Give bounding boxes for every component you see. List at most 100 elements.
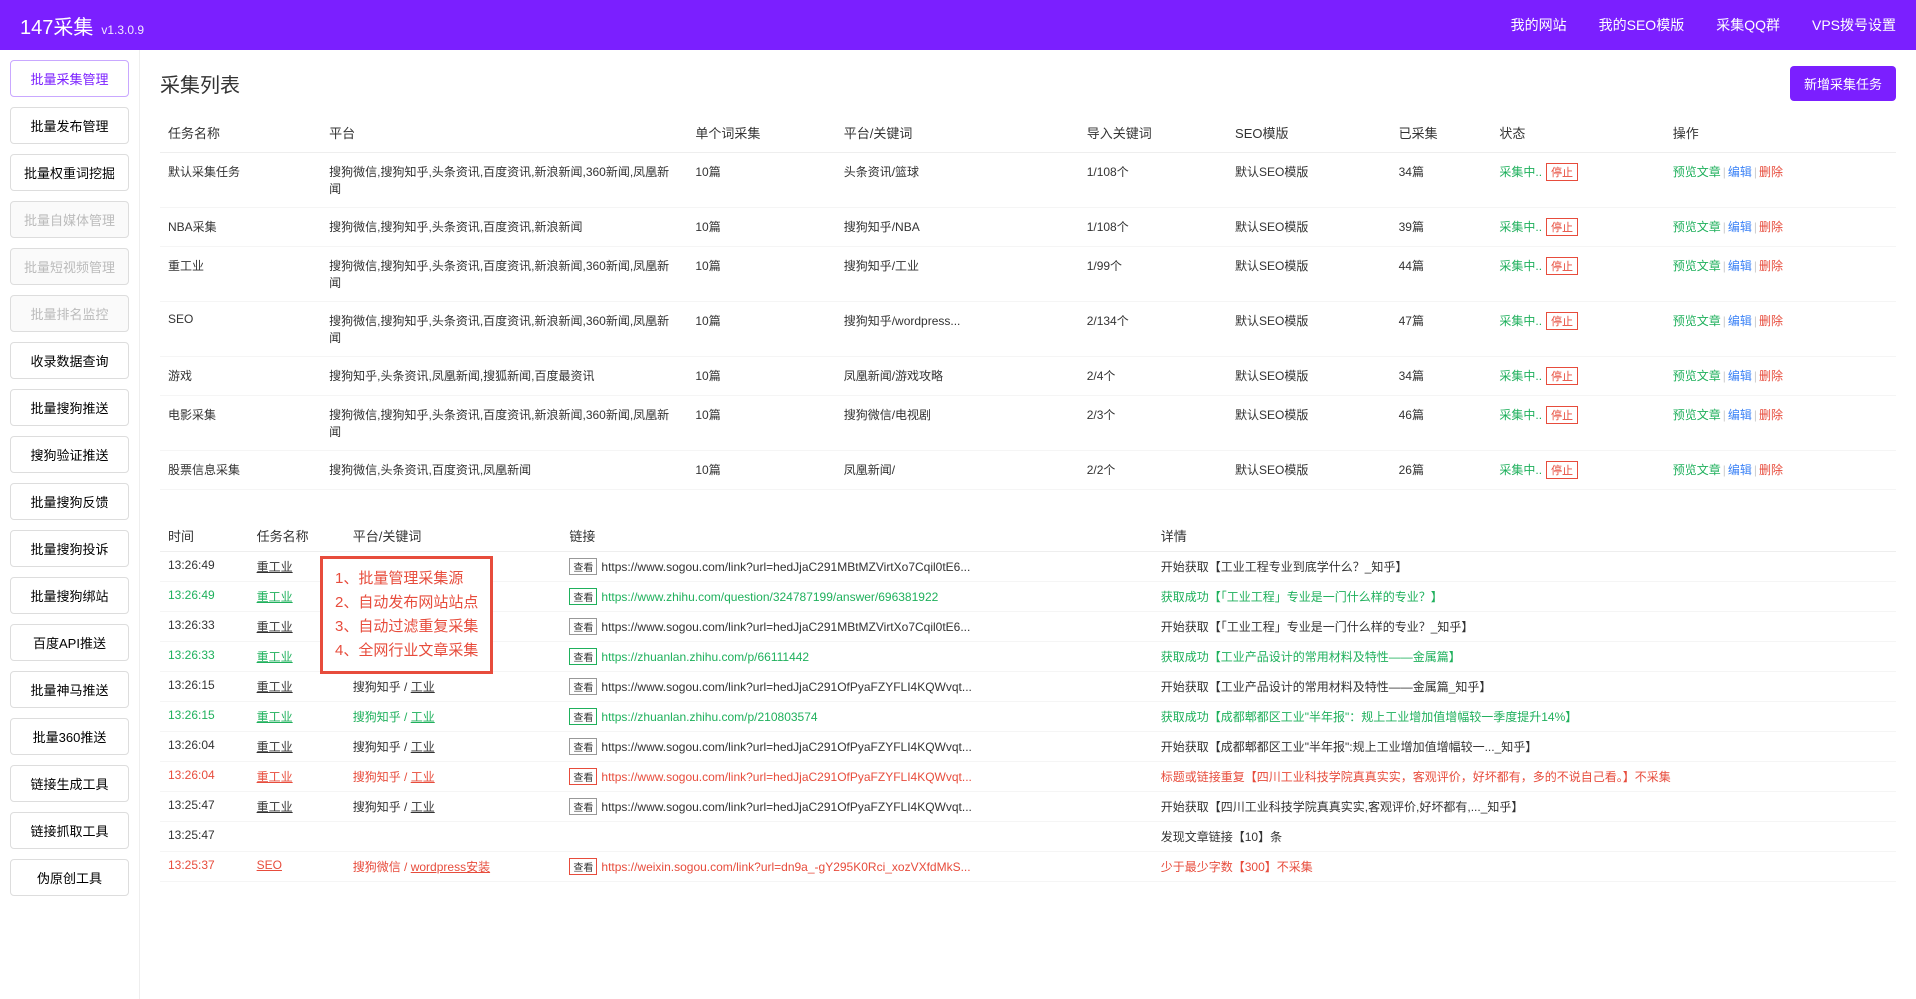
task-import: 2/4个 (1079, 357, 1227, 396)
log-row: 13:26:15重工业搜狗知乎 / 工业查看https://www.sogou.… (160, 672, 1896, 702)
delete-link[interactable]: 删除 (1759, 369, 1783, 383)
preview-link[interactable]: 预览文章 (1673, 408, 1721, 422)
sidebar-item-13[interactable]: 批量神马推送 (10, 671, 129, 708)
log-url[interactable]: https://weixin.sogou.com/link?url=dn9a_-… (601, 860, 970, 874)
log-time: 13:26:33 (160, 642, 249, 672)
log-col-header: 时间 (160, 520, 249, 552)
log-link: 查看 https://weixin.sogou.com/link?url=dn9a… (561, 852, 1152, 882)
task-import: 1/108个 (1079, 153, 1227, 208)
log-url[interactable]: https://www.sogou.com/link?url=hedJjaC29… (601, 740, 972, 754)
task-name: 默认采集任务 (160, 153, 321, 208)
task-platform: 搜狗微信,搜狗知乎,头条资讯,百度资讯,新浪新闻,360新闻,凤凰新闻 (321, 396, 687, 451)
task-status: 采集中..停止 (1491, 396, 1664, 451)
view-badge[interactable]: 查看 (569, 738, 597, 755)
view-badge[interactable]: 查看 (569, 768, 597, 785)
task-status: 采集中..停止 (1491, 208, 1664, 247)
preview-link[interactable]: 预览文章 (1673, 314, 1721, 328)
log-url[interactable]: https://www.sogou.com/link?url=hedJjaC29… (601, 620, 970, 634)
sidebar-item-15[interactable]: 链接生成工具 (10, 765, 129, 802)
stop-button[interactable]: 停止 (1546, 367, 1578, 385)
stop-button[interactable]: 停止 (1546, 312, 1578, 330)
annotation-overlay: 1、批量管理采集源2、自动发布网站站点3、自动过滤重复采集4、全网行业文章采集 (320, 556, 493, 674)
stop-button[interactable]: 停止 (1546, 461, 1578, 479)
preview-link[interactable]: 预览文章 (1673, 165, 1721, 179)
task-platform: 搜狗微信,搜狗知乎,头条资讯,百度资讯,新浪新闻 (321, 208, 687, 247)
view-badge[interactable]: 查看 (569, 558, 597, 575)
task-single: 10篇 (687, 153, 835, 208)
view-badge[interactable]: 查看 (569, 588, 597, 605)
edit-link[interactable]: 编辑 (1728, 259, 1752, 273)
preview-link[interactable]: 预览文章 (1673, 220, 1721, 234)
log-url[interactable]: https://zhuanlan.zhihu.com/p/66111442 (601, 650, 809, 664)
delete-link[interactable]: 删除 (1759, 463, 1783, 477)
view-badge[interactable]: 查看 (569, 708, 597, 725)
delete-link[interactable]: 删除 (1759, 314, 1783, 328)
stop-button[interactable]: 停止 (1546, 406, 1578, 424)
delete-link[interactable]: 删除 (1759, 408, 1783, 422)
sidebar-item-11[interactable]: 批量搜狗绑站 (10, 577, 129, 614)
stop-button[interactable]: 停止 (1546, 218, 1578, 236)
task-name: 重工业 (160, 247, 321, 302)
preview-link[interactable]: 预览文章 (1673, 463, 1721, 477)
log-url[interactable]: https://www.zhihu.com/question/324787199… (601, 590, 938, 604)
edit-link[interactable]: 编辑 (1728, 165, 1752, 179)
task-name: NBA采集 (160, 208, 321, 247)
sidebar-item-10[interactable]: 批量搜狗投诉 (10, 530, 129, 567)
log-url[interactable]: https://zhuanlan.zhihu.com/p/210803574 (601, 710, 817, 724)
task-row: SEO搜狗微信,搜狗知乎,头条资讯,百度资讯,新浪新闻,360新闻,凤凰新闻10… (160, 302, 1896, 357)
task-seo: 默认SEO模版 (1227, 302, 1391, 357)
log-col-header: 详情 (1153, 520, 1896, 552)
log-url[interactable]: https://www.sogou.com/link?url=hedJjaC29… (601, 800, 972, 814)
log-url[interactable]: https://www.sogou.com/link?url=hedJjaC29… (601, 680, 972, 694)
nav-vps-dial[interactable]: VPS拨号设置 (1812, 15, 1896, 35)
edit-link[interactable]: 编辑 (1728, 220, 1752, 234)
sidebar-item-17[interactable]: 伪原创工具 (10, 859, 129, 896)
sidebar-item-12[interactable]: 百度API推送 (10, 624, 129, 661)
task-platform: 搜狗微信,搜狗知乎,头条资讯,百度资讯,新浪新闻,360新闻,凤凰新闻 (321, 247, 687, 302)
log-task: 重工业 (249, 672, 345, 702)
log-task: 重工业 (249, 732, 345, 762)
delete-link[interactable]: 删除 (1759, 259, 1783, 273)
view-badge[interactable]: 查看 (569, 648, 597, 665)
task-status: 采集中..停止 (1491, 357, 1664, 396)
preview-link[interactable]: 预览文章 (1673, 259, 1721, 273)
log-link: 查看 https://zhuanlan.zhihu.com/p/66111442 (561, 642, 1152, 672)
view-badge[interactable]: 查看 (569, 618, 597, 635)
sidebar-item-2[interactable]: 批量权重词挖掘 (10, 154, 129, 191)
view-badge[interactable]: 查看 (569, 858, 597, 875)
view-badge[interactable]: 查看 (569, 678, 597, 695)
edit-link[interactable]: 编辑 (1728, 463, 1752, 477)
sidebar-item-16[interactable]: 链接抓取工具 (10, 812, 129, 849)
nav-qq-group[interactable]: 采集QQ群 (1716, 15, 1780, 35)
sidebar-item-3: 批量自媒体管理 (10, 201, 129, 238)
stop-button[interactable]: 停止 (1546, 163, 1578, 181)
sidebar-item-7[interactable]: 批量搜狗推送 (10, 389, 129, 426)
sidebar-item-5: 批量排名监控 (10, 295, 129, 332)
delete-link[interactable]: 删除 (1759, 165, 1783, 179)
sidebar-item-0[interactable]: 批量采集管理 (10, 60, 129, 97)
sidebar-item-6[interactable]: 收录数据查询 (10, 342, 129, 379)
sidebar-item-1[interactable]: 批量发布管理 (10, 107, 129, 144)
nav-my-site[interactable]: 我的网站 (1511, 15, 1567, 35)
log-url[interactable]: https://www.sogou.com/link?url=hedJjaC29… (601, 770, 972, 784)
task-seo: 默认SEO模版 (1227, 208, 1391, 247)
edit-link[interactable]: 编辑 (1728, 408, 1752, 422)
task-row: 默认采集任务搜狗微信,搜狗知乎,头条资讯,百度资讯,新浪新闻,360新闻,凤凰新… (160, 153, 1896, 208)
log-pk (345, 822, 562, 852)
edit-link[interactable]: 编辑 (1728, 369, 1752, 383)
sidebar-item-14[interactable]: 批量360推送 (10, 718, 129, 755)
log-url[interactable]: https://www.sogou.com/link?url=hedJjaC29… (601, 560, 970, 574)
view-badge[interactable]: 查看 (569, 798, 597, 815)
task-count: 46篇 (1391, 396, 1492, 451)
sidebar-item-9[interactable]: 批量搜狗反馈 (10, 483, 129, 520)
delete-link[interactable]: 删除 (1759, 220, 1783, 234)
preview-link[interactable]: 预览文章 (1673, 369, 1721, 383)
task-single: 10篇 (687, 451, 835, 490)
top-nav: 我的网站 我的SEO模版 采集QQ群 VPS拨号设置 (1511, 15, 1896, 35)
edit-link[interactable]: 编辑 (1728, 314, 1752, 328)
nav-seo-template[interactable]: 我的SEO模版 (1599, 15, 1685, 35)
stop-button[interactable]: 停止 (1546, 257, 1578, 275)
brand: 147采集 v1.3.0.9 (20, 11, 144, 40)
sidebar-item-8[interactable]: 搜狗验证推送 (10, 436, 129, 473)
new-task-button[interactable]: 新增采集任务 (1790, 66, 1896, 101)
